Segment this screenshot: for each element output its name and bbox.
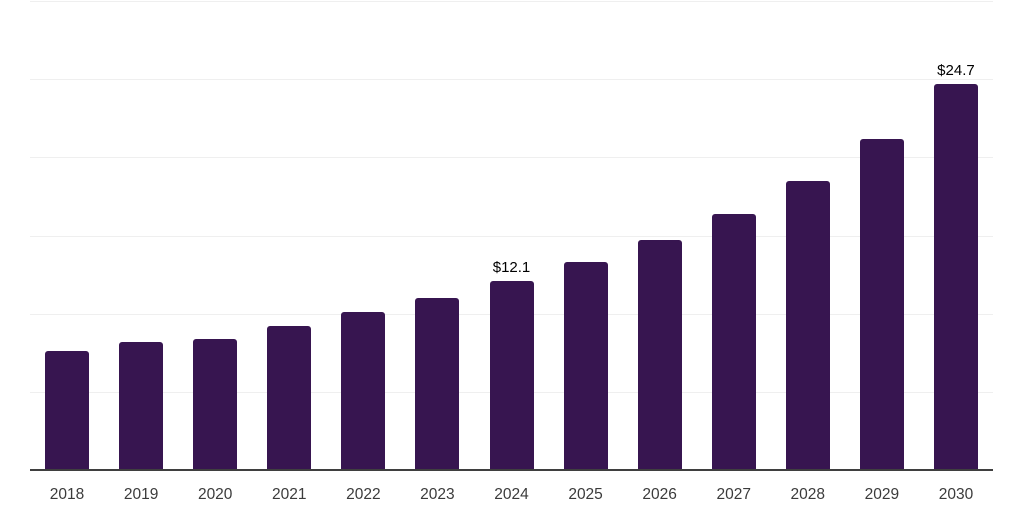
bar-2021[interactable] (267, 326, 311, 470)
data-label-2030: $24.7 (937, 62, 975, 79)
bar-2029[interactable] (860, 139, 904, 470)
gridline-30 (30, 1, 993, 2)
bar-2028[interactable] (786, 181, 830, 470)
x-tick-2022: 2022 (346, 486, 381, 503)
x-tick-2027: 2027 (716, 486, 751, 503)
x-tick-2028: 2028 (790, 486, 826, 503)
x-tick-2029: 2029 (864, 486, 900, 503)
x-tick-2026: 2026 (642, 486, 677, 503)
bar-2020[interactable] (193, 339, 237, 470)
gridline-15 (30, 236, 993, 237)
bar-2024[interactable] (490, 281, 534, 470)
x-tick-2030: 2030 (938, 486, 974, 503)
bar-2025[interactable] (564, 262, 608, 470)
gridline-25 (30, 79, 993, 80)
bar-2027[interactable] (712, 214, 756, 470)
bar-2022[interactable] (341, 312, 385, 470)
x-tick-2024: 2024 (494, 486, 529, 503)
data-label-2024: $12.1 (492, 259, 531, 276)
x-tick-2021: 2021 (272, 486, 307, 503)
bar-2018[interactable] (45, 351, 89, 470)
x-tick-2025: 2025 (568, 486, 603, 503)
gridline-20 (30, 157, 993, 158)
x-tick-2019: 2019 (123, 486, 159, 503)
bar-2030[interactable] (934, 84, 978, 470)
x-axis-line (30, 469, 993, 471)
x-tick-2023: 2023 (420, 486, 455, 503)
bar-2023[interactable] (415, 298, 459, 470)
x-tick-2020: 2020 (197, 486, 233, 503)
x-tick-2018: 2018 (49, 486, 85, 503)
bar-2026[interactable] (638, 240, 682, 470)
bar-2019[interactable] (119, 342, 163, 470)
